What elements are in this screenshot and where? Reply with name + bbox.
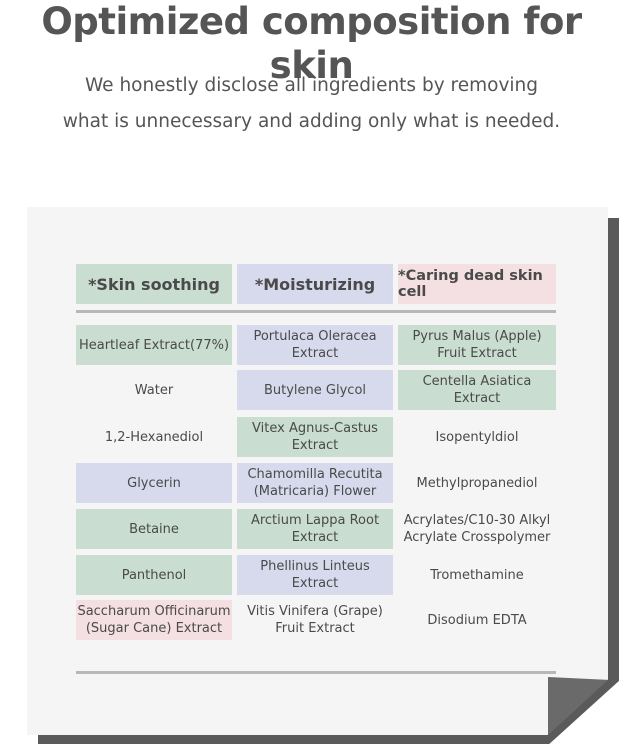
page-title: Optimized composition for skin bbox=[41, 0, 582, 87]
ingredient-cell: Vitis Vinifera (Grape) Fruit Extract bbox=[237, 600, 393, 640]
ingredient-cell: Centella Asiatica Extract bbox=[398, 370, 556, 410]
ingredient-cell: Glycerin bbox=[76, 463, 232, 503]
ingredient-name: Arctium Lappa Root Extract bbox=[250, 513, 380, 545]
ingredient-name: 1,2-Hexanediol bbox=[104, 429, 204, 445]
ingredient-cell: Butylene Glycol bbox=[237, 370, 393, 410]
ingredient-name: Methylpropanediol bbox=[416, 475, 538, 491]
ingredient-name: Pyrus Malus (Apple) Fruit Extract bbox=[412, 329, 542, 361]
ingredient-cell: Vitex Agnus-Castus Extract bbox=[237, 417, 393, 457]
ingredient-name: Isopentyldiol bbox=[435, 429, 519, 445]
ingredient-name: Glycerin bbox=[127, 475, 181, 491]
ingredient-cell: Pyrus Malus (Apple) Fruit Extract bbox=[398, 325, 556, 365]
ingredient-cell: Portulaca Oleracea Extract bbox=[237, 325, 393, 365]
ingredient-cell: Saccharum Officinarum (Sugar Cane) Extra… bbox=[76, 600, 232, 640]
ingredient-cell: Heartleaf Extract(77%) bbox=[76, 325, 232, 365]
column-header: *Skin soothing bbox=[76, 264, 232, 304]
ingredient-cell: Tromethamine bbox=[398, 555, 556, 595]
ingredient-name: Acrylates/C10-30 Alkyl Acrylate Crosspol… bbox=[403, 513, 551, 545]
ingredient-cell: 1,2-Hexanediol bbox=[76, 417, 232, 457]
column-header: *Caring dead skin cell bbox=[398, 264, 556, 304]
ingredient-name: Vitis Vinifera (Grape) Fruit Extract bbox=[247, 604, 383, 636]
ingredient-cell: Disodium EDTA bbox=[398, 600, 556, 640]
ingredient-name: Centella Asiatica Extract bbox=[422, 374, 532, 406]
ingredient-cell: Betaine bbox=[76, 509, 232, 549]
ingredient-name: Phellinus Linteus Extract bbox=[260, 559, 370, 591]
subtitle-line-1: We honestly disclose all ingredients by … bbox=[84, 75, 539, 96]
column-header: *Moisturizing bbox=[237, 264, 393, 304]
ingredient-name: Portulaca Oleracea Extract bbox=[253, 329, 377, 361]
folded-corner bbox=[548, 677, 608, 735]
ingredient-name: Water bbox=[134, 382, 174, 398]
ingredient-name: Vitex Agnus-Castus Extract bbox=[252, 421, 378, 453]
ingredient-name: Tromethamine bbox=[430, 567, 524, 583]
ingredient-cell: Panthenol bbox=[76, 555, 232, 595]
ingredient-cell: Phellinus Linteus Extract bbox=[237, 555, 393, 595]
ingredient-cell: Water bbox=[76, 370, 232, 410]
bottom-divider bbox=[76, 671, 556, 674]
ingredient-cell: Isopentyldiol bbox=[398, 417, 556, 457]
ingredient-name: Betaine bbox=[129, 521, 179, 537]
ingredient-name: Heartleaf Extract(77%) bbox=[78, 337, 230, 353]
ingredient-name: Chamomilla Recutita (Matricaria) Flower bbox=[247, 467, 383, 499]
header-divider bbox=[76, 310, 556, 313]
subtitle-line-2: what is unnecessary and adding only what… bbox=[62, 111, 561, 132]
ingredient-name: Disodium EDTA bbox=[427, 612, 527, 628]
subtitle: We honestly disclose all ingredients by … bbox=[0, 68, 623, 140]
ingredient-cell: Chamomilla Recutita (Matricaria) Flower bbox=[237, 463, 393, 503]
ingredient-cell: Methylpropanediol bbox=[398, 463, 556, 503]
ingredient-name: Saccharum Officinarum (Sugar Cane) Extra… bbox=[77, 604, 231, 636]
ingredient-cell: Arctium Lappa Root Extract bbox=[237, 509, 393, 549]
ingredient-name: Butylene Glycol bbox=[263, 382, 367, 398]
ingredient-cell: Acrylates/C10-30 Alkyl Acrylate Crosspol… bbox=[398, 509, 556, 549]
ingredient-name: Panthenol bbox=[121, 567, 187, 583]
